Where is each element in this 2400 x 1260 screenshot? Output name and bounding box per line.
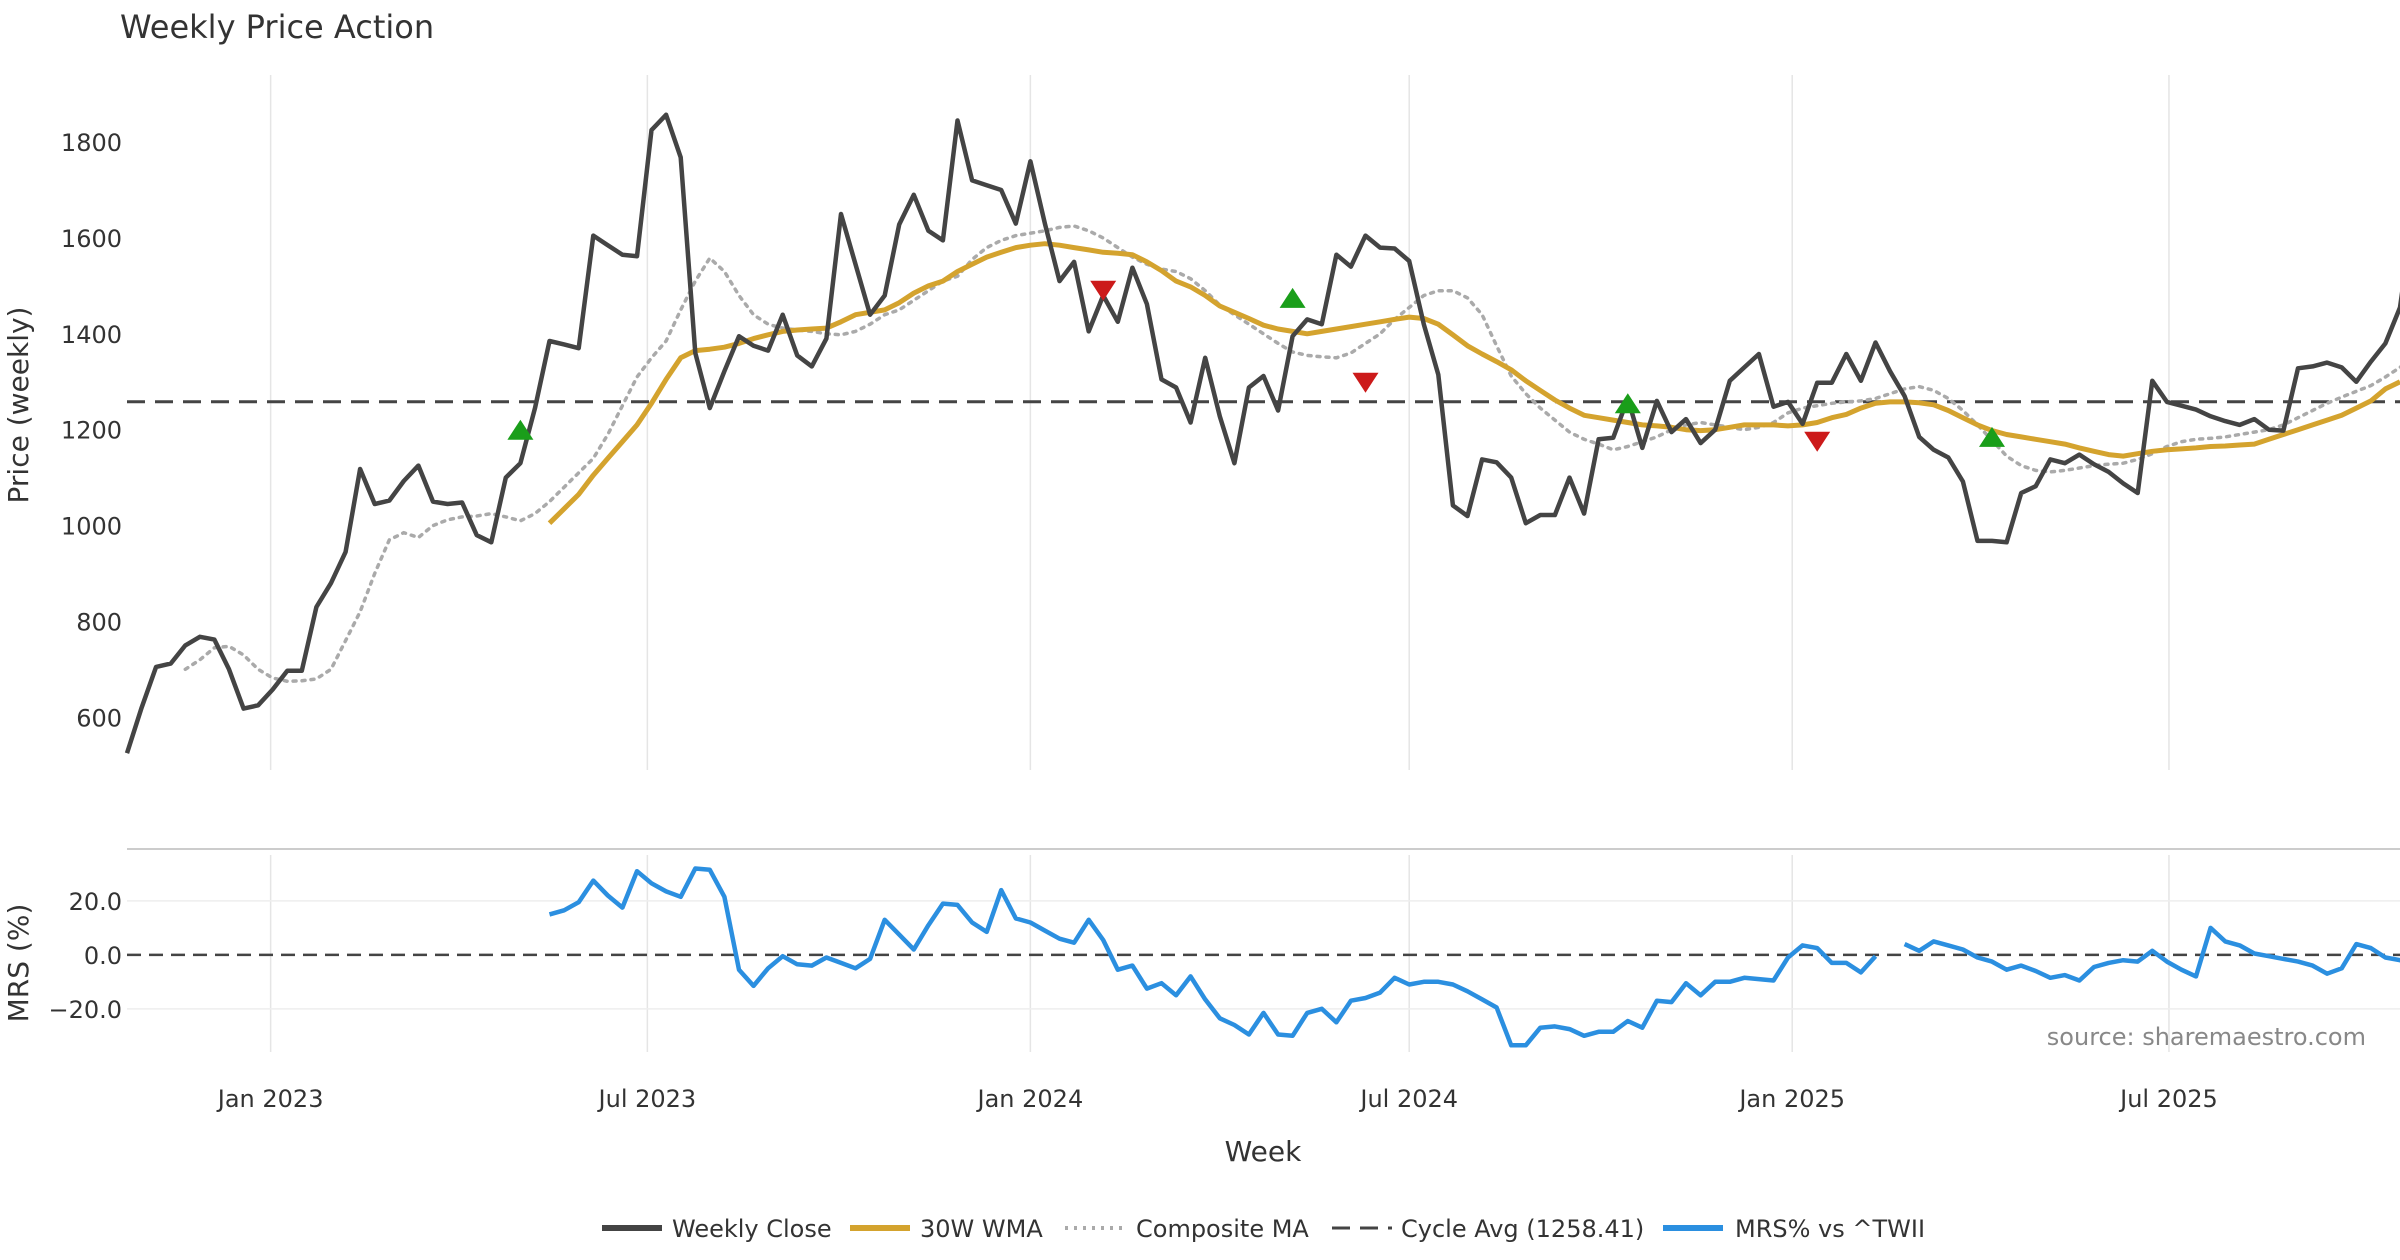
sell-signal-marker [1804, 431, 1831, 452]
price-gridlines [269, 75, 2170, 770]
mrs-y-tick-label: 0.0 [84, 942, 122, 970]
legend-label-wma: 30W WMA [920, 1215, 1043, 1243]
price-y-tick-label: 1800 [61, 129, 122, 157]
price-y-axis: 600 800 1000 1200 1400 1600 1800 [61, 129, 122, 732]
signal-markers [507, 280, 2005, 452]
price-y-tick-label: 1000 [61, 513, 122, 541]
legend-label-mrs: MRS% vs ^TWII [1735, 1215, 1925, 1243]
mrs-line [548, 866, 2400, 1048]
buy-signal-marker [507, 419, 534, 440]
x-axis-ticks: Jan 2023 Jul 2023 Jan 2024 Jul 2024 Jan 2025… [216, 1085, 2218, 1113]
mrs-y-axis: −20.0 0.0 20.0 [48, 888, 122, 1024]
legend-item-weekly-close: Weekly Close [602, 1215, 832, 1243]
legend-item-cycle-avg: Cycle Avg (1258.41) [1332, 1215, 1644, 1243]
chart-title: Weekly Price Action [120, 8, 434, 46]
x-axis-label: Week [1225, 1135, 1302, 1168]
legend-label-composite-ma: Composite MA [1136, 1215, 1309, 1243]
legend: Weekly Close 30W WMA Composite MA Cycle … [602, 1215, 1925, 1243]
price-panel: 600 800 1000 1200 1400 1600 1800 Price (weekly… [2, 75, 2400, 770]
mrs-y-tick-label: −20.0 [48, 996, 122, 1024]
composite-ma-line [183, 224, 2400, 684]
weekly-close-line [124, 112, 2400, 754]
source-note: source: sharemaestro.com [2047, 1023, 2366, 1051]
legend-label-weekly-close: Weekly Close [672, 1215, 832, 1243]
price-y-tick-label: 1400 [61, 321, 122, 349]
legend-item-mrs: MRS% vs ^TWII [1663, 1215, 1925, 1243]
mrs-gridlines [127, 855, 2400, 1052]
mrs-y-axis-label: MRS (%) [2, 904, 35, 1023]
x-tick-label: Jan 2023 [216, 1085, 324, 1113]
buy-signal-marker [1979, 426, 2005, 447]
sell-signal-marker [1352, 372, 1379, 393]
price-y-tick-label: 1600 [61, 225, 122, 253]
price-y-axis-label: Price (weekly) [2, 307, 35, 504]
x-tick-label: Jul 2024 [1358, 1085, 1458, 1113]
mrs-y-tick-label: 20.0 [69, 888, 122, 916]
x-tick-label: Jan 2024 [976, 1085, 1084, 1113]
x-tick-label: Jan 2025 [1737, 1085, 1845, 1113]
x-tick-label: Jul 2023 [597, 1085, 697, 1113]
price-y-tick-label: 600 [76, 704, 122, 732]
x-tick-label: Jul 2025 [2118, 1085, 2218, 1113]
buy-signal-marker [1279, 287, 1306, 308]
legend-item-composite-ma: Composite MA [1065, 1215, 1309, 1243]
wma-30w-line [547, 241, 2400, 525]
legend-label-cycle-avg: Cycle Avg (1258.41) [1401, 1215, 1644, 1243]
legend-item-wma: 30W WMA [850, 1215, 1043, 1243]
mrs-panel: −20.0 0.0 20.0 MRS (%) source: sharemaestr… [2, 855, 2400, 1052]
sell-signal-marker [1090, 280, 1117, 301]
buy-signal-marker [1614, 393, 1641, 414]
price-y-tick-label: 1200 [61, 417, 122, 445]
price-y-tick-label: 800 [76, 608, 122, 636]
